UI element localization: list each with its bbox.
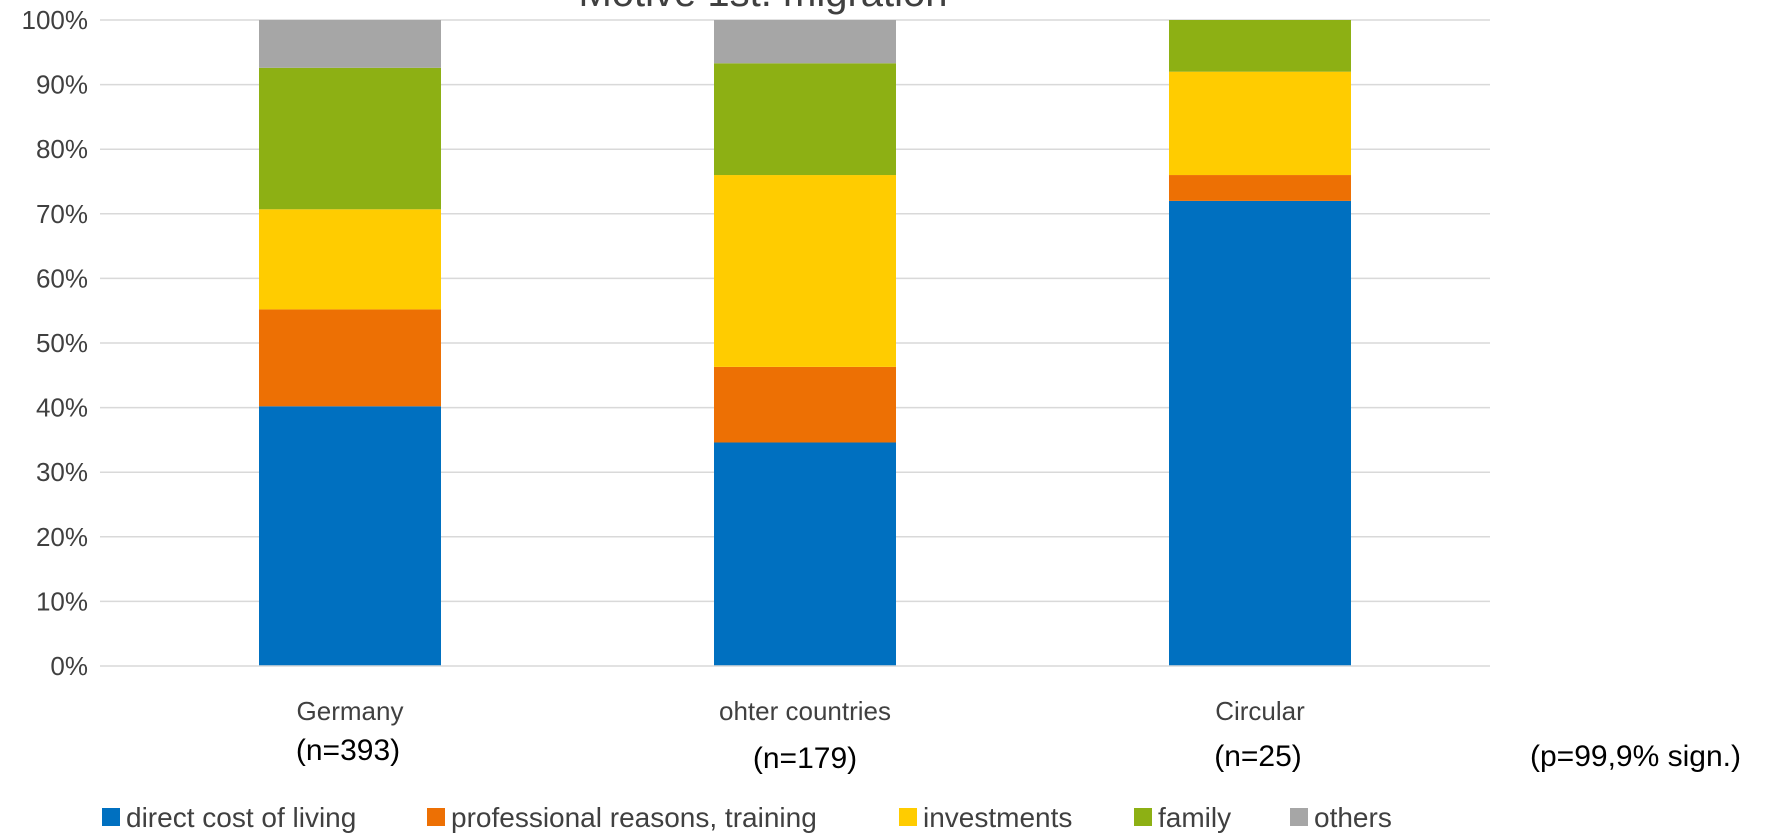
bar-stack — [259, 20, 441, 666]
bar-segment — [714, 366, 896, 443]
legend-swatch — [899, 808, 917, 826]
legend-swatch — [102, 808, 120, 826]
bars — [259, 20, 1351, 666]
legend-item: others — [1290, 802, 1392, 833]
sample-size-label: (n=25) — [1214, 740, 1302, 773]
y-tick-label: 20% — [36, 522, 88, 552]
legend-item: direct cost of living — [102, 802, 356, 833]
bar-segment — [1169, 71, 1351, 176]
sample-size-labels: (n=393) (n=179) (n=25) — [296, 734, 1302, 775]
y-tick-label: 100% — [22, 5, 89, 35]
y-tick-label: 0% — [50, 651, 88, 681]
bar-segment — [259, 209, 441, 310]
legend-item: professional reasons, training — [427, 802, 817, 833]
legend-swatch — [1290, 808, 1308, 826]
legend-swatch — [427, 808, 445, 826]
y-tick-label: 10% — [36, 586, 88, 616]
legend-label: direct cost of living — [126, 802, 356, 833]
y-tick-label: 80% — [36, 134, 88, 164]
bar-segment — [259, 406, 441, 666]
x-category-label: ohter countries — [719, 696, 891, 726]
bar-segment — [259, 20, 441, 68]
chart-title: Motive 1st. migration — [578, 0, 947, 15]
y-tick-label: 50% — [36, 328, 88, 358]
legend-swatch — [1134, 808, 1152, 826]
bar-segment — [714, 63, 896, 176]
x-category-label: Germany — [297, 696, 404, 726]
legend-label: others — [1314, 802, 1392, 833]
y-tick-label: 30% — [36, 457, 88, 487]
legend-item: family — [1134, 802, 1231, 833]
bar-segment — [714, 175, 896, 367]
legend-label: investments — [923, 802, 1072, 833]
legend: direct cost of living professional reason… — [102, 802, 1392, 833]
y-tick-label: 70% — [36, 199, 88, 229]
sample-size-label: (n=179) — [753, 742, 857, 775]
significance-note: (p=99,9% sign.) — [1530, 740, 1741, 773]
y-tick-label: 60% — [36, 263, 88, 293]
bar-segment — [259, 67, 441, 210]
bar-segment — [259, 309, 441, 407]
y-tick-label: 40% — [36, 393, 88, 423]
sample-size-label: (n=393) — [296, 734, 400, 767]
x-category-label: Circular — [1215, 696, 1305, 726]
bar-segment — [1169, 175, 1351, 201]
legend-label: professional reasons, training — [451, 802, 817, 833]
bar-segment — [1169, 20, 1351, 72]
bar-segment — [1169, 200, 1351, 666]
bar-stack — [1169, 20, 1351, 666]
bar-segment — [714, 20, 896, 64]
y-tick-label: 90% — [36, 70, 88, 100]
bar-segment — [714, 442, 896, 666]
x-axis-category-labels: Germany ohter countries Circular — [297, 696, 1306, 726]
legend-label: family — [1158, 802, 1231, 833]
legend-item: investments — [899, 802, 1072, 833]
y-axis-tick-labels: 0% 10% 20% 30% 40% 50% 60% 70% 80% 90% 100% — [22, 5, 89, 681]
bar-stack — [714, 20, 896, 666]
